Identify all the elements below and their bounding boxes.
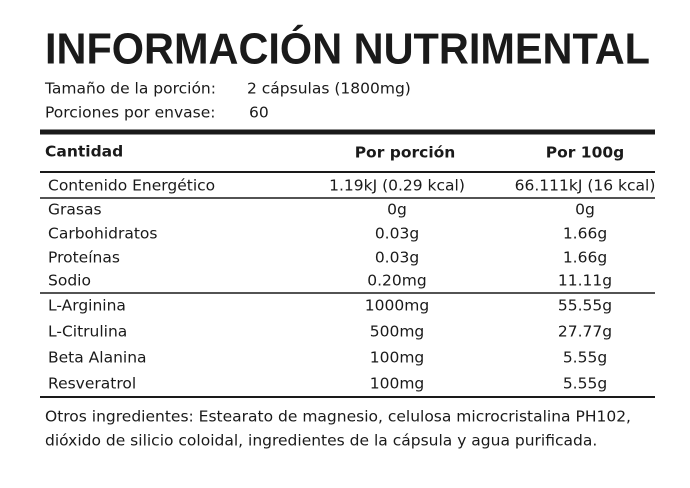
row-label: Carbohidratos bbox=[48, 225, 158, 243]
serving-size-value: 2 cápsulas (1800mg) bbox=[247, 80, 411, 98]
per-100g: 1.66g bbox=[563, 225, 607, 243]
per-100g: 11.11g bbox=[558, 272, 612, 290]
servings-label: Porciones por envase: bbox=[45, 104, 215, 122]
per-serving: 1.19kJ (0.29 kcal) bbox=[329, 177, 465, 195]
row-label: L-Citrulina bbox=[48, 323, 127, 341]
header-cell: Por porción bbox=[355, 144, 456, 162]
servings-value: 60 bbox=[249, 104, 269, 122]
per-serving: 0g bbox=[387, 201, 407, 219]
row-label: Sodio bbox=[48, 272, 91, 290]
per-serving: 500mg bbox=[370, 323, 425, 341]
row-label: Resveratrol bbox=[48, 375, 136, 393]
row-label: Beta Alanina bbox=[48, 349, 147, 367]
serving-size-label: Tamaño de la porción: bbox=[44, 80, 216, 98]
header-cell: Cantidad bbox=[45, 143, 123, 161]
per-serving: 1000mg bbox=[365, 297, 429, 315]
per-100g: 0g bbox=[575, 201, 595, 219]
per-100g: 66.111kJ (16 kcal) bbox=[515, 177, 656, 195]
per-100g: 55.55g bbox=[558, 297, 612, 315]
per-100g: 5.55g bbox=[563, 375, 607, 393]
title: INFORMACIÓN NUTRIMENTAL bbox=[45, 24, 650, 74]
per-100g: 27.77g bbox=[558, 323, 612, 341]
footer-line: dióxido de silicio coloidal, ingrediente… bbox=[45, 432, 597, 450]
per-serving: 0.03g bbox=[375, 249, 419, 267]
row-label: L-Arginina bbox=[48, 297, 126, 315]
per-100g: 1.66g bbox=[563, 249, 607, 267]
per-serving: 0.20mg bbox=[367, 272, 426, 290]
per-serving: 0.03g bbox=[375, 225, 419, 243]
row-label: Contenido Energético bbox=[48, 177, 215, 195]
header-cell: Por 100g bbox=[546, 144, 625, 162]
row-label: Proteínas bbox=[48, 249, 120, 267]
per-100g: 5.55g bbox=[563, 349, 607, 367]
per-serving: 100mg bbox=[370, 375, 425, 393]
footer-line: Otros ingredientes: Estearato de magnesi… bbox=[45, 408, 631, 426]
row-label: Grasas bbox=[48, 201, 102, 219]
per-serving: 100mg bbox=[370, 349, 425, 367]
